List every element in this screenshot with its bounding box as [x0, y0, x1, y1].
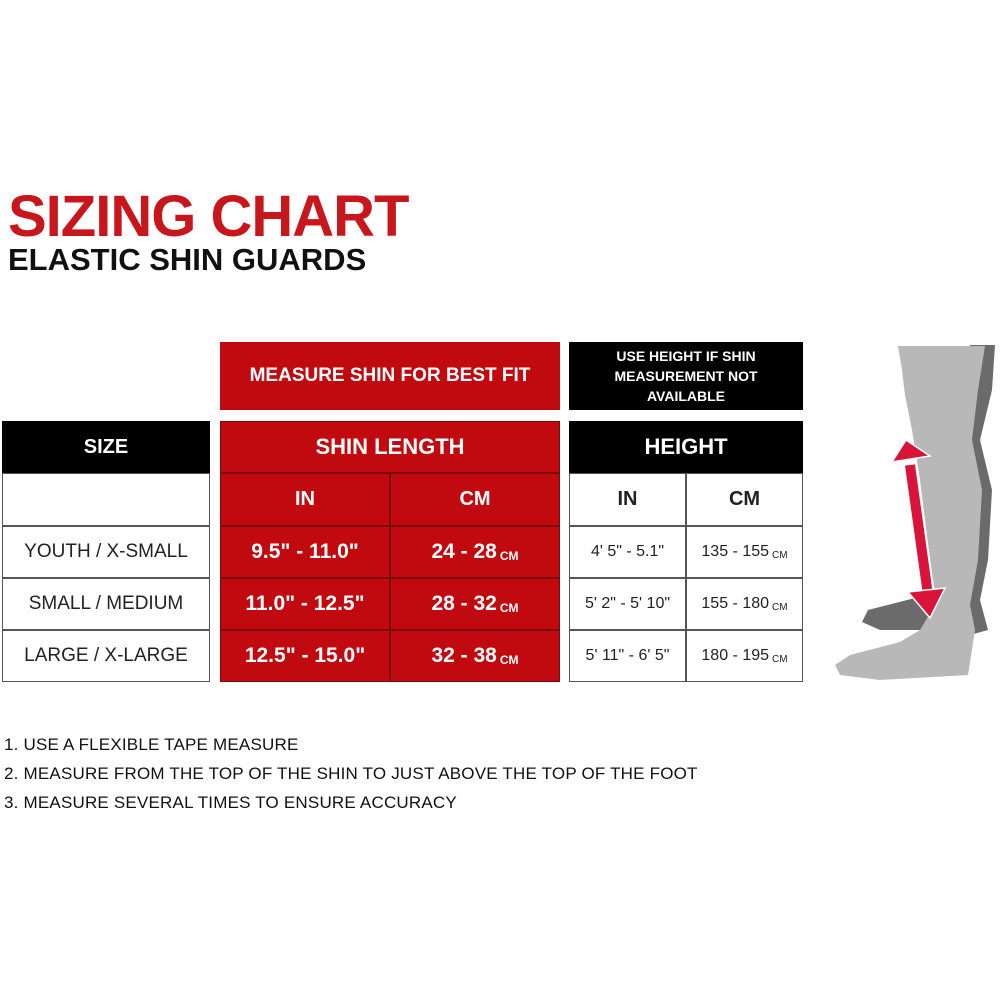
- size-cell-value: LARGE / X-LARGE: [24, 645, 188, 666]
- shin-in-cell: 9.5" - 11.0": [220, 526, 390, 578]
- cm-unit: CM: [499, 549, 519, 563]
- cm-unit: CM: [499, 653, 519, 667]
- shin-in-cell-value: 12.5" - 15.0": [244, 644, 366, 667]
- shin-cm-cell: 28 - 32 CM: [390, 578, 560, 630]
- height-in-cell-value: 4' 5" - 5.1": [590, 543, 665, 560]
- height-in-cell: 5' 2" - 5' 10": [569, 578, 686, 630]
- height-in-cell-value: 5' 2" - 5' 10": [584, 595, 671, 612]
- height-cm-header: CM: [686, 473, 803, 526]
- cm-unit: CM: [499, 601, 519, 615]
- shin-length-header: SHIN LENGTH: [220, 421, 560, 473]
- shin-note: MEASURE SHIN FOR BEST FIT: [220, 342, 560, 410]
- shin-in-cell-value: 9.5" - 11.0": [251, 540, 359, 563]
- instruction-item: 1. USE A FLEXIBLE TAPE MEASURE: [4, 735, 299, 754]
- shin-in-cell-value: 11.0" - 12.5": [245, 592, 365, 615]
- size-cell: LARGE / X-LARGE: [2, 630, 210, 682]
- height-cm-cell: 180 - 195 CM: [686, 630, 803, 682]
- height-cm-cell: 155 - 180 CM: [686, 578, 803, 630]
- shin-cm-cell: 24 - 28 CM: [390, 526, 560, 578]
- height-cm-cell: 135 - 155 CM: [686, 526, 803, 578]
- height-note: USE HEIGHT IF SHIN MEASUREMENT NOT AVAIL…: [569, 342, 803, 410]
- height-in-header: IN: [569, 473, 686, 526]
- height-header: HEIGHT: [569, 421, 803, 473]
- shin-cm-header: CM: [390, 473, 560, 526]
- height-cm-cell-value: 155 - 180: [701, 595, 770, 612]
- cm-unit: CM: [772, 602, 788, 613]
- height-in-cell: 5' 11" - 6' 5": [569, 630, 686, 682]
- size-cell-value: YOUTH / X-SMALL: [24, 541, 188, 562]
- size-subheader-empty: [2, 473, 210, 526]
- height-cm-cell-value: 180 - 195: [701, 647, 770, 664]
- leg-measurement-illustration: [835, 345, 995, 680]
- shin-in-cell: 11.0" - 12.5": [220, 578, 390, 630]
- cm-unit: CM: [772, 550, 788, 561]
- shin-cm-cell-value: 32 - 38: [431, 644, 497, 667]
- size-cell-value: SMALL / MEDIUM: [28, 593, 184, 614]
- shin-cm-cell: 32 - 38 CM: [390, 630, 560, 682]
- measure-arrow-icon: [890, 438, 947, 620]
- cm-unit: CM: [772, 654, 788, 665]
- size-cell: SMALL / MEDIUM: [2, 578, 210, 630]
- height-in-cell: 4' 5" - 5.1": [569, 526, 686, 578]
- shin-cm-cell-value: 28 - 32: [431, 592, 497, 615]
- size-cell: YOUTH / X-SMALL: [2, 526, 210, 578]
- shin-cm-cell-value: 24 - 28: [431, 540, 497, 563]
- page-subtitle: ELASTIC SHIN GUARDS: [8, 242, 367, 277]
- height-in-cell-value: 5' 11" - 6' 5": [585, 647, 670, 664]
- front-leg: [835, 346, 985, 680]
- shin-in-cell: 12.5" - 15.0": [220, 630, 390, 682]
- instruction-item: 2. MEASURE FROM THE TOP OF THE SHIN TO J…: [4, 764, 698, 783]
- height-cm-cell-value: 135 - 155: [701, 543, 770, 560]
- size-header: SIZE: [2, 421, 210, 473]
- page-title: SIZING CHART: [8, 184, 409, 249]
- instruction-item: 3. MEASURE SEVERAL TIMES TO ENSURE ACCUR…: [4, 793, 457, 812]
- shin-in-header: IN: [220, 473, 390, 526]
